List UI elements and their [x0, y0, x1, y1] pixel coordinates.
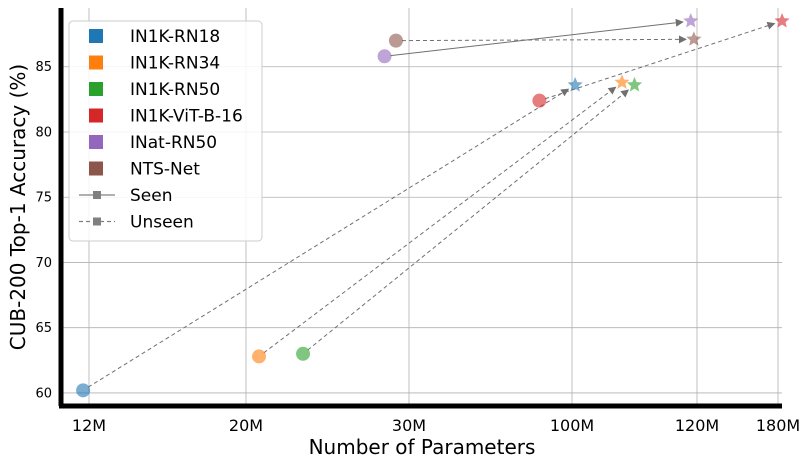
x-tick-labels: 12M 20M 30M 100M 120M 180M [72, 416, 800, 435]
legend: IN1K-RN18 IN1K-RN34 IN1K-RN50 IN1K-ViT-B-16… [68, 20, 263, 242]
legend-line-marker [93, 217, 101, 226]
start-point [388, 33, 403, 48]
axes [58, 8, 782, 409]
connector-arrow [544, 21, 776, 100]
y-tick-label: 60 [35, 386, 52, 401]
y-tick-labels: 60 65 70 75 80 85 [35, 60, 52, 401]
y-tick-label: 80 [35, 125, 52, 140]
legend-label: Seen [130, 186, 172, 206]
end-point-star [774, 13, 790, 28]
end-point-star [614, 74, 630, 89]
connectors [87, 18, 776, 388]
legend-swatch [89, 29, 103, 43]
x-tick-label: 180M [756, 416, 800, 435]
legend-swatch [89, 135, 103, 149]
legend-label: IN1K-RN50 [130, 80, 220, 100]
y-tick-label: 75 [35, 191, 52, 206]
start-point [377, 49, 392, 64]
start-point [532, 93, 547, 108]
legend-box [68, 20, 263, 242]
x-axis-title: Number of Parameters [309, 435, 536, 456]
legend-swatch [89, 161, 103, 176]
legend-label: IN1K-RN34 [130, 54, 220, 74]
connector-arrow [401, 35, 687, 44]
end-point-star [567, 76, 583, 92]
points [76, 13, 790, 398]
connector-arrow [307, 89, 630, 351]
legend-label: Unseen [130, 213, 194, 233]
end-point-star [626, 76, 643, 92]
x-tick-label: 100M [550, 416, 594, 435]
connector-arrow [263, 86, 617, 354]
y-axis-title: CUB-200 Top-1 Accuracy (%) [6, 64, 30, 350]
legend-line-marker [93, 191, 101, 199]
x-tick-label: 20M [229, 416, 263, 435]
y-tick-label: 85 [35, 60, 52, 75]
end-point-star [683, 13, 699, 28]
legend-label: IN1K-RN18 [130, 27, 220, 47]
start-point [76, 383, 91, 398]
legend-label: NTS-Net [130, 160, 200, 180]
legend-label: IN1K-ViT-B-16 [130, 107, 243, 127]
legend-swatch [89, 55, 103, 70]
start-point [252, 349, 267, 364]
y-tick-label: 65 [35, 321, 52, 336]
x-tick-label: 12M [72, 416, 106, 435]
x-tick-label: 120M [675, 416, 719, 435]
connector-arrow [390, 18, 684, 57]
y-tick-label: 70 [35, 256, 52, 271]
x-tick-label: 30M [392, 416, 426, 435]
legend-label: INat-RN50 [130, 133, 217, 153]
end-point-star [686, 31, 702, 46]
legend-swatch [89, 82, 103, 96]
legend-swatch [89, 108, 103, 123]
connector-arrow [87, 88, 570, 388]
start-point [296, 346, 311, 361]
